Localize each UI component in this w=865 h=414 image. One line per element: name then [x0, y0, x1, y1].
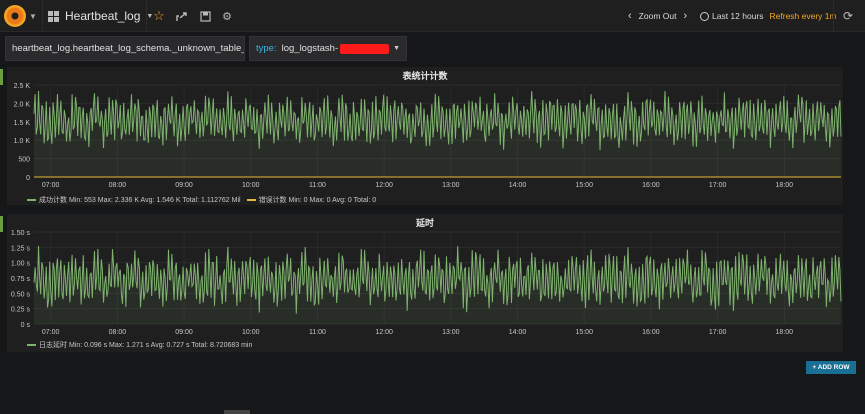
x-tick-label: 10:00 [242, 329, 260, 336]
type-variable-value: log_logstash- [281, 43, 339, 54]
series-line [33, 245, 842, 314]
refresh-icon[interactable]: ⟳ [842, 9, 854, 23]
legend-swatch [27, 344, 36, 347]
legend-swatch [246, 199, 256, 202]
y-tick-label: 0.25 s [11, 307, 31, 314]
dashboard-title: Heartbeat_log [65, 9, 141, 23]
y-tick-label: 1.00 s [11, 261, 31, 268]
x-tick-label: 15:00 [575, 329, 593, 336]
line-chart: 0 s 0.25 s 0.50 s 0.75 s 1.00 s 1.25 s 1.50 s 0… [11, 230, 842, 336]
legend-series-name: 成功计数 [39, 197, 67, 204]
x-tick-label: 16:00 [642, 182, 660, 189]
row-collapse-marker[interactable] [0, 69, 3, 85]
x-tick-label: 13:00 [442, 329, 460, 336]
panel-table-count: 表统计计数 0 500 1.0 K 1.5 K 2.0 K 2.5 K 07:00 08:00… [7, 67, 843, 205]
chevron-left-icon[interactable]: ‹ [628, 10, 632, 22]
legend-item[interactable]: 错误计数 Min: 0 Max: 0 Avg: 0 Total: 0 [246, 195, 377, 205]
type-variable-label: type: [256, 43, 277, 54]
y-tick-label: 500 [18, 157, 30, 164]
x-tick-label: 17:00 [709, 329, 727, 336]
chevron-right-icon[interactable]: › [683, 10, 688, 22]
share-icon[interactable] [174, 8, 190, 24]
legend-stats: Min: 0.096 s Max: 1.271 s Avg: 0.727 s T… [68, 342, 253, 349]
panel-title[interactable]: 延时 [415, 218, 434, 228]
query-variable-value: heartbeat_log.heartbeat_log_schema._unkn… [12, 43, 245, 54]
x-tick-label: 09:00 [175, 329, 193, 336]
x-tick-label: 07:00 [42, 182, 60, 189]
top-navbar: ▼ Heartbeat_log ▼ ☆ ⚙ ‹ Zoom Out › Last … [0, 0, 865, 32]
redacted-block [340, 43, 390, 54]
time-range-picker[interactable]: Last 12 hours Refresh every 1m [700, 0, 837, 32]
legend-swatch [27, 199, 36, 202]
x-tick-label: 14:00 [509, 182, 527, 189]
chart-legend: 成功计数 Min: 553 Max: 2.336 K Avg: 1.546 K … [27, 195, 376, 205]
x-tick-label: 12:00 [375, 329, 393, 336]
x-tick-label: 14:00 [509, 329, 527, 336]
chart-legend: 日志延时 Min: 0.096 s Max: 1.271 s Avg: 0.72… [27, 340, 252, 350]
grafana-menu-button[interactable]: ▼ [4, 3, 40, 29]
zoom-out-button[interactable]: ‹ Zoom Out › [628, 0, 687, 32]
x-tick-label: 08:00 [109, 182, 127, 189]
zoom-out-label: Zoom Out [638, 11, 677, 21]
clock-icon [700, 11, 709, 21]
legend-series-name: 错误计数 [258, 197, 287, 204]
series-area [34, 91, 841, 177]
gear-icon[interactable]: ⚙ [222, 10, 232, 23]
type-variable-dropdown[interactable]: type: log_logstash- ▼ [249, 36, 407, 61]
caret-down-icon: ▼ [393, 45, 400, 52]
refresh-interval-label: Refresh every 1m [769, 11, 837, 21]
y-tick-label: 0 [26, 175, 30, 182]
time-range-label: Last 12 hours [712, 11, 764, 21]
series-line [33, 90, 842, 151]
query-variable-dropdown[interactable]: heartbeat_log.heartbeat_log_schema._unkn… [5, 36, 245, 61]
y-tick-label: 0.75 s [11, 276, 31, 283]
x-tick-label: 18:00 [776, 329, 794, 336]
legend-stats: Min: 0 Max: 0 Avg: 0 Total: 0 [288, 197, 377, 204]
y-tick-label: 0.50 s [11, 291, 31, 298]
x-tick-label: 15:00 [575, 182, 593, 189]
x-tick-label: 11:00 [309, 182, 326, 189]
caret-down-icon: ▼ [29, 11, 37, 21]
star-icon[interactable]: ☆ [153, 8, 165, 23]
y-tick-label: 0 s [21, 322, 31, 329]
legend-item[interactable]: 日志延时 Min: 0.096 s Max: 1.271 s Avg: 0.72… [27, 340, 252, 350]
panel-title[interactable]: 表统计计数 [402, 71, 448, 81]
x-tick-label: 17:00 [709, 182, 727, 189]
row-collapse-marker[interactable] [0, 216, 3, 232]
y-tick-label: 1.5 K [14, 120, 31, 127]
legend-series-name: 日志延时 [39, 342, 67, 349]
scrollbar[interactable] [224, 410, 250, 414]
caret-down-icon: ▼ [146, 12, 154, 20]
x-tick-label: 12:00 [375, 182, 393, 189]
legend-stats: Min: 553 Max: 2.336 K Avg: 1.546 K Total… [68, 197, 241, 204]
legend-item[interactable]: 成功计数 Min: 553 Max: 2.336 K Avg: 1.546 K … [27, 195, 241, 205]
y-tick-label: 1.25 s [11, 245, 31, 252]
x-tick-label: 10:00 [242, 182, 260, 189]
series-area [34, 246, 841, 324]
dashboard-grid-icon [48, 10, 59, 22]
x-tick-label: 18:00 [776, 182, 794, 189]
divider [833, 0, 834, 32]
dashboard-picker-button[interactable]: Heartbeat_log ▼ [48, 4, 153, 28]
divider [42, 0, 43, 32]
x-tick-label: 08:00 [109, 329, 127, 336]
panel-latency: 延时 0 s 0.25 s 0.50 s 0.75 s 1.00 s 1.25 s 1.50… [7, 214, 843, 352]
x-tick-label: 07:00 [42, 329, 60, 336]
y-tick-label: 2.0 K [14, 101, 31, 108]
x-tick-label: 16:00 [642, 329, 660, 336]
x-tick-label: 09:00 [175, 182, 193, 189]
grafana-logo-icon [4, 5, 26, 27]
divider [146, 0, 147, 32]
y-tick-label: 2.5 K [14, 83, 31, 90]
add-row-button[interactable]: + ADD ROW [806, 361, 856, 374]
y-tick-label: 1.50 s [11, 230, 31, 237]
save-icon[interactable] [197, 8, 213, 24]
y-tick-label: 1.0 K [14, 138, 31, 145]
line-chart: 0 500 1.0 K 1.5 K 2.0 K 2.5 K 07:00 08:00 09:00 1… [14, 83, 842, 189]
x-tick-label: 13:00 [442, 182, 460, 189]
x-tick-label: 11:00 [309, 329, 326, 336]
